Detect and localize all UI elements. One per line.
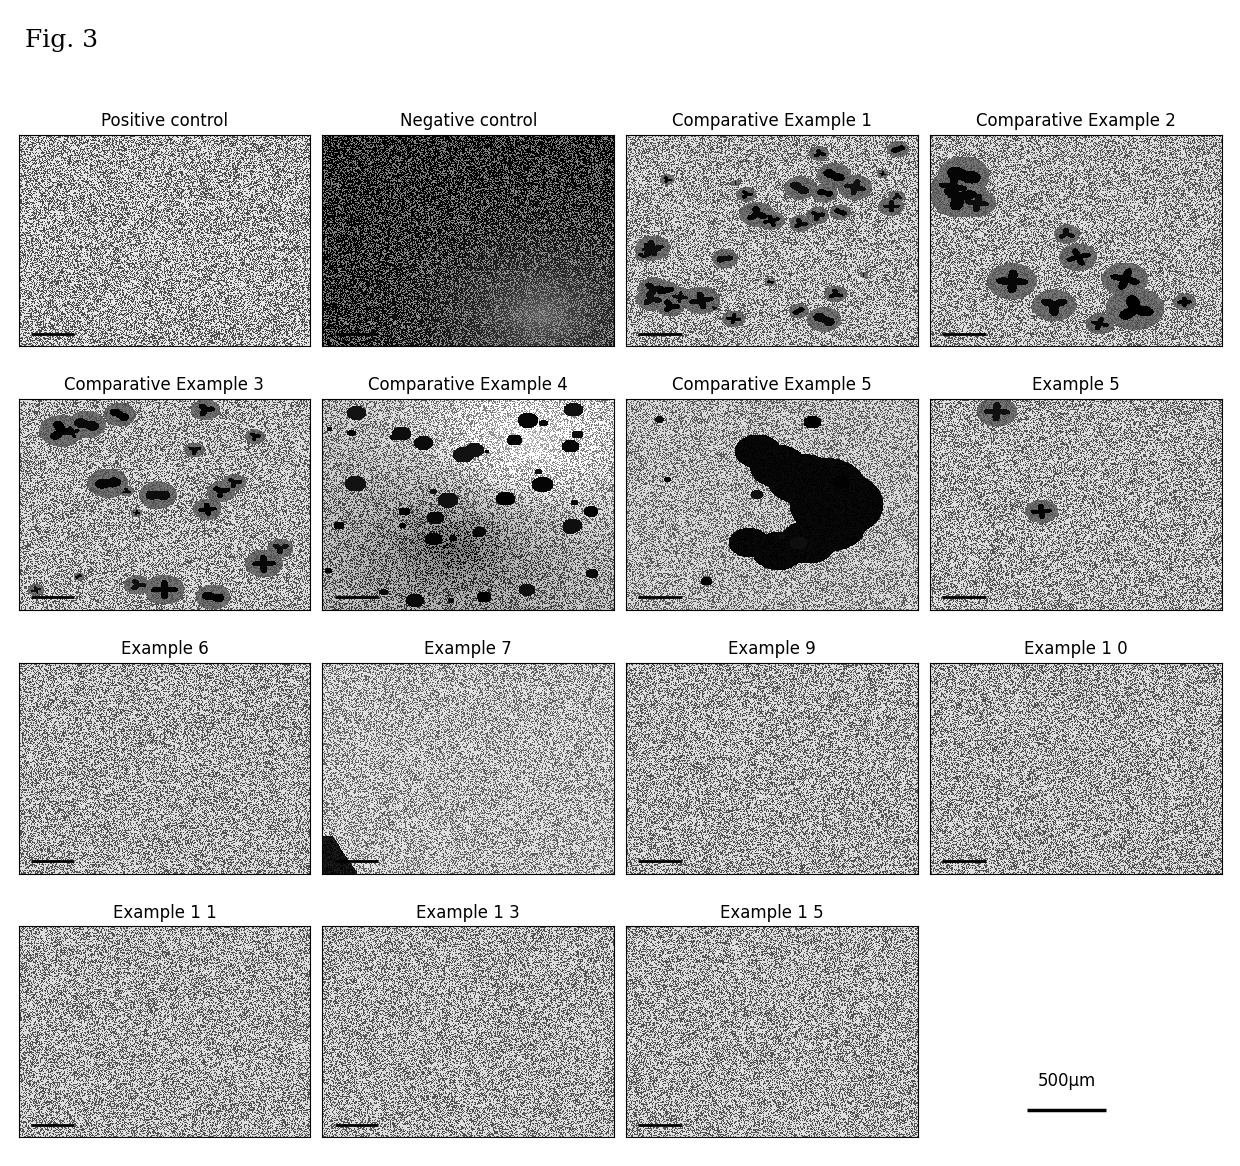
Text: Example 1 5: Example 1 5 [720,904,823,921]
Text: Example 1 0: Example 1 0 [1024,640,1127,658]
Text: Example 6: Example 6 [120,640,208,658]
Text: Comparative Example 3: Comparative Example 3 [64,375,264,394]
Text: Comparative Example 5: Comparative Example 5 [672,375,872,394]
Text: Comparative Example 1: Comparative Example 1 [672,112,872,131]
Text: Positive control: Positive control [100,112,228,131]
Text: Fig. 3: Fig. 3 [25,29,98,52]
Text: Example 5: Example 5 [1032,375,1120,394]
Text: Comparative Example 2: Comparative Example 2 [976,112,1176,131]
Text: Example 1 3: Example 1 3 [417,904,520,921]
Text: Example 9: Example 9 [728,640,816,658]
Text: Example 1 1: Example 1 1 [113,904,216,921]
Text: Negative control: Negative control [399,112,537,131]
Text: 500μm: 500μm [1038,1073,1095,1090]
Text: Example 7: Example 7 [424,640,512,658]
Text: Comparative Example 4: Comparative Example 4 [368,375,568,394]
